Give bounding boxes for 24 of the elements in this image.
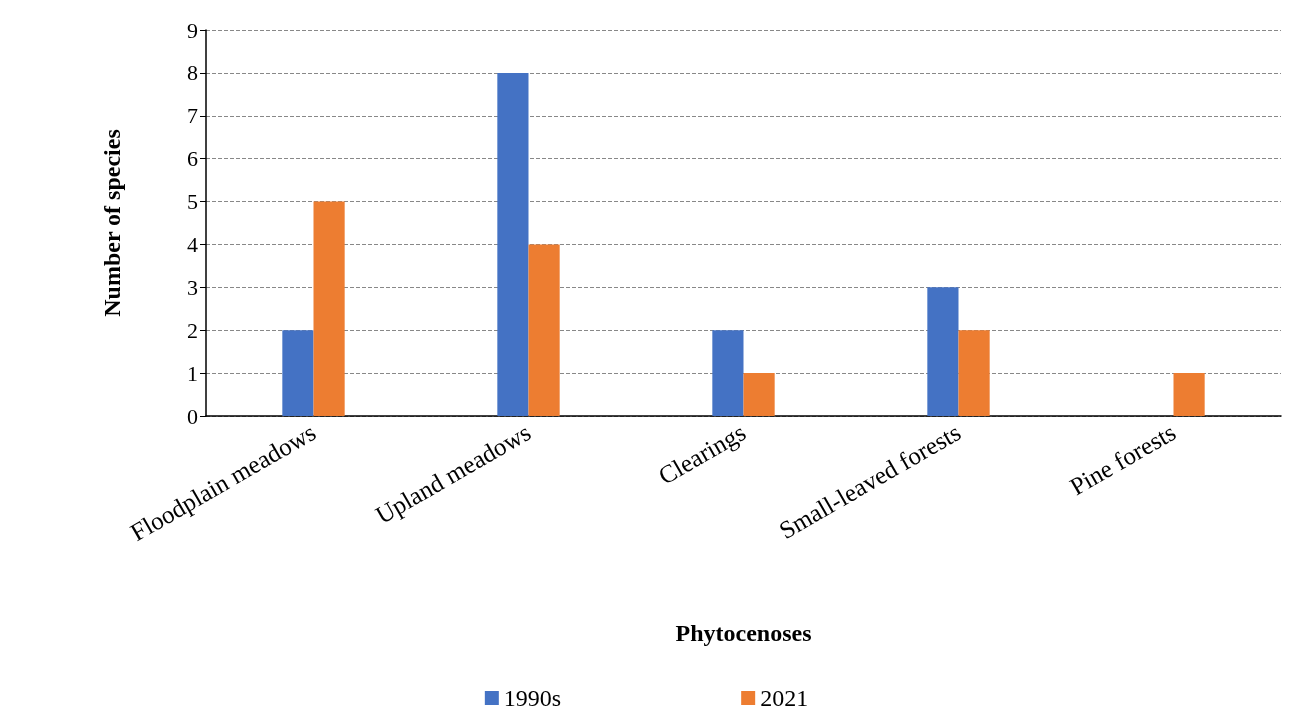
y-tick-label: 1 bbox=[187, 360, 198, 386]
y-tick-label: 5 bbox=[187, 189, 198, 215]
bar bbox=[1173, 373, 1205, 416]
y-tick-label: 9 bbox=[187, 17, 198, 43]
bar bbox=[497, 72, 529, 416]
x-tick-label: Pine forests bbox=[1065, 418, 1181, 501]
legend-label: 2021 bbox=[760, 685, 809, 711]
legend-label: 1990s bbox=[503, 685, 562, 711]
y-tick-label: 2 bbox=[187, 317, 198, 343]
y-tick-label: 6 bbox=[187, 146, 198, 172]
y-axis-title: Number of species bbox=[99, 129, 125, 317]
bar bbox=[313, 201, 345, 416]
bar bbox=[282, 330, 314, 416]
bar bbox=[712, 330, 744, 416]
x-axis-title: Phytocenoses bbox=[675, 620, 812, 646]
bar bbox=[927, 287, 959, 416]
y-tick-label: 7 bbox=[187, 103, 198, 129]
bar bbox=[528, 244, 560, 416]
bar bbox=[743, 373, 775, 416]
y-tick-label: 8 bbox=[187, 60, 198, 86]
bar bbox=[958, 330, 990, 416]
y-tick-label: 4 bbox=[187, 231, 198, 257]
y-tick-label: 0 bbox=[187, 403, 198, 429]
y-tick-label: 3 bbox=[187, 274, 198, 300]
